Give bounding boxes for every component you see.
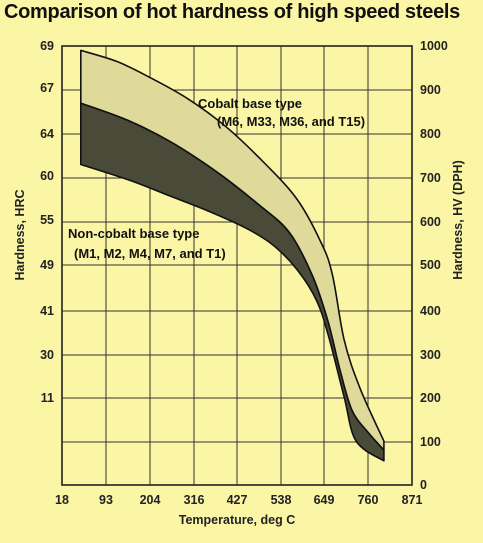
x-tick-label: 538 — [271, 493, 292, 507]
y-right-tick-label: 100 — [420, 435, 441, 449]
cobalt-annotation-line2: (M6, M33, M36, and T15) — [217, 114, 365, 129]
x-tick-label: 204 — [140, 493, 161, 507]
non-cobalt-annotation-line2: (M1, M2, M4, M7, and T1) — [74, 246, 226, 261]
cobalt-annotation-line1: Cobalt base type — [198, 96, 302, 111]
y-left-tick-label: 49 — [40, 258, 54, 272]
y-right-tick-label: 1000 — [420, 39, 448, 53]
y-right-tick-label: 300 — [420, 348, 441, 362]
x-tick-label: 427 — [227, 493, 248, 507]
x-tick-label: 18 — [55, 493, 69, 507]
plot-frame — [61, 45, 413, 486]
x-tick-label: 760 — [358, 493, 379, 507]
chart-title: Comparison of hot hardness of high speed… — [4, 1, 460, 23]
y-left-axis-label: Hardness, HRC — [13, 190, 27, 281]
y-left-tick-label: 64 — [40, 127, 54, 141]
x-tick-label: 93 — [99, 493, 113, 507]
y-left-tick-label: 67 — [40, 81, 54, 95]
x-tick-label: 316 — [184, 493, 205, 507]
x-axis-label: Temperature, deg C — [179, 513, 295, 527]
y-left-tick-label: 60 — [40, 169, 54, 183]
cobalt-band — [80, 49, 385, 451]
y-left-tick-label: 41 — [40, 304, 54, 318]
y-left-tick-label: 69 — [40, 39, 54, 53]
y-left-tick-label: 30 — [40, 348, 54, 362]
y-right-axis-label: Hardness, HV (DPH) — [451, 160, 465, 279]
y-right-tick-label: 0 — [420, 478, 427, 492]
y-right-tick-label: 500 — [420, 258, 441, 272]
y-left-tick-label: 11 — [41, 391, 54, 405]
y-right-tick-label: 400 — [420, 304, 441, 318]
x-tick-label: 649 — [314, 493, 335, 507]
x-tick-label: 871 — [402, 493, 423, 507]
non-cobalt-annotation-line1: Non-cobalt base type — [68, 226, 199, 241]
y-right-tick-label: 700 — [420, 171, 441, 185]
y-right-tick-label: 200 — [420, 391, 441, 405]
y-left-tick-label: 55 — [40, 213, 54, 227]
y-right-tick-label: 600 — [420, 215, 441, 229]
y-right-tick-label: 800 — [420, 127, 441, 141]
y-right-tick-label: 900 — [420, 83, 441, 97]
